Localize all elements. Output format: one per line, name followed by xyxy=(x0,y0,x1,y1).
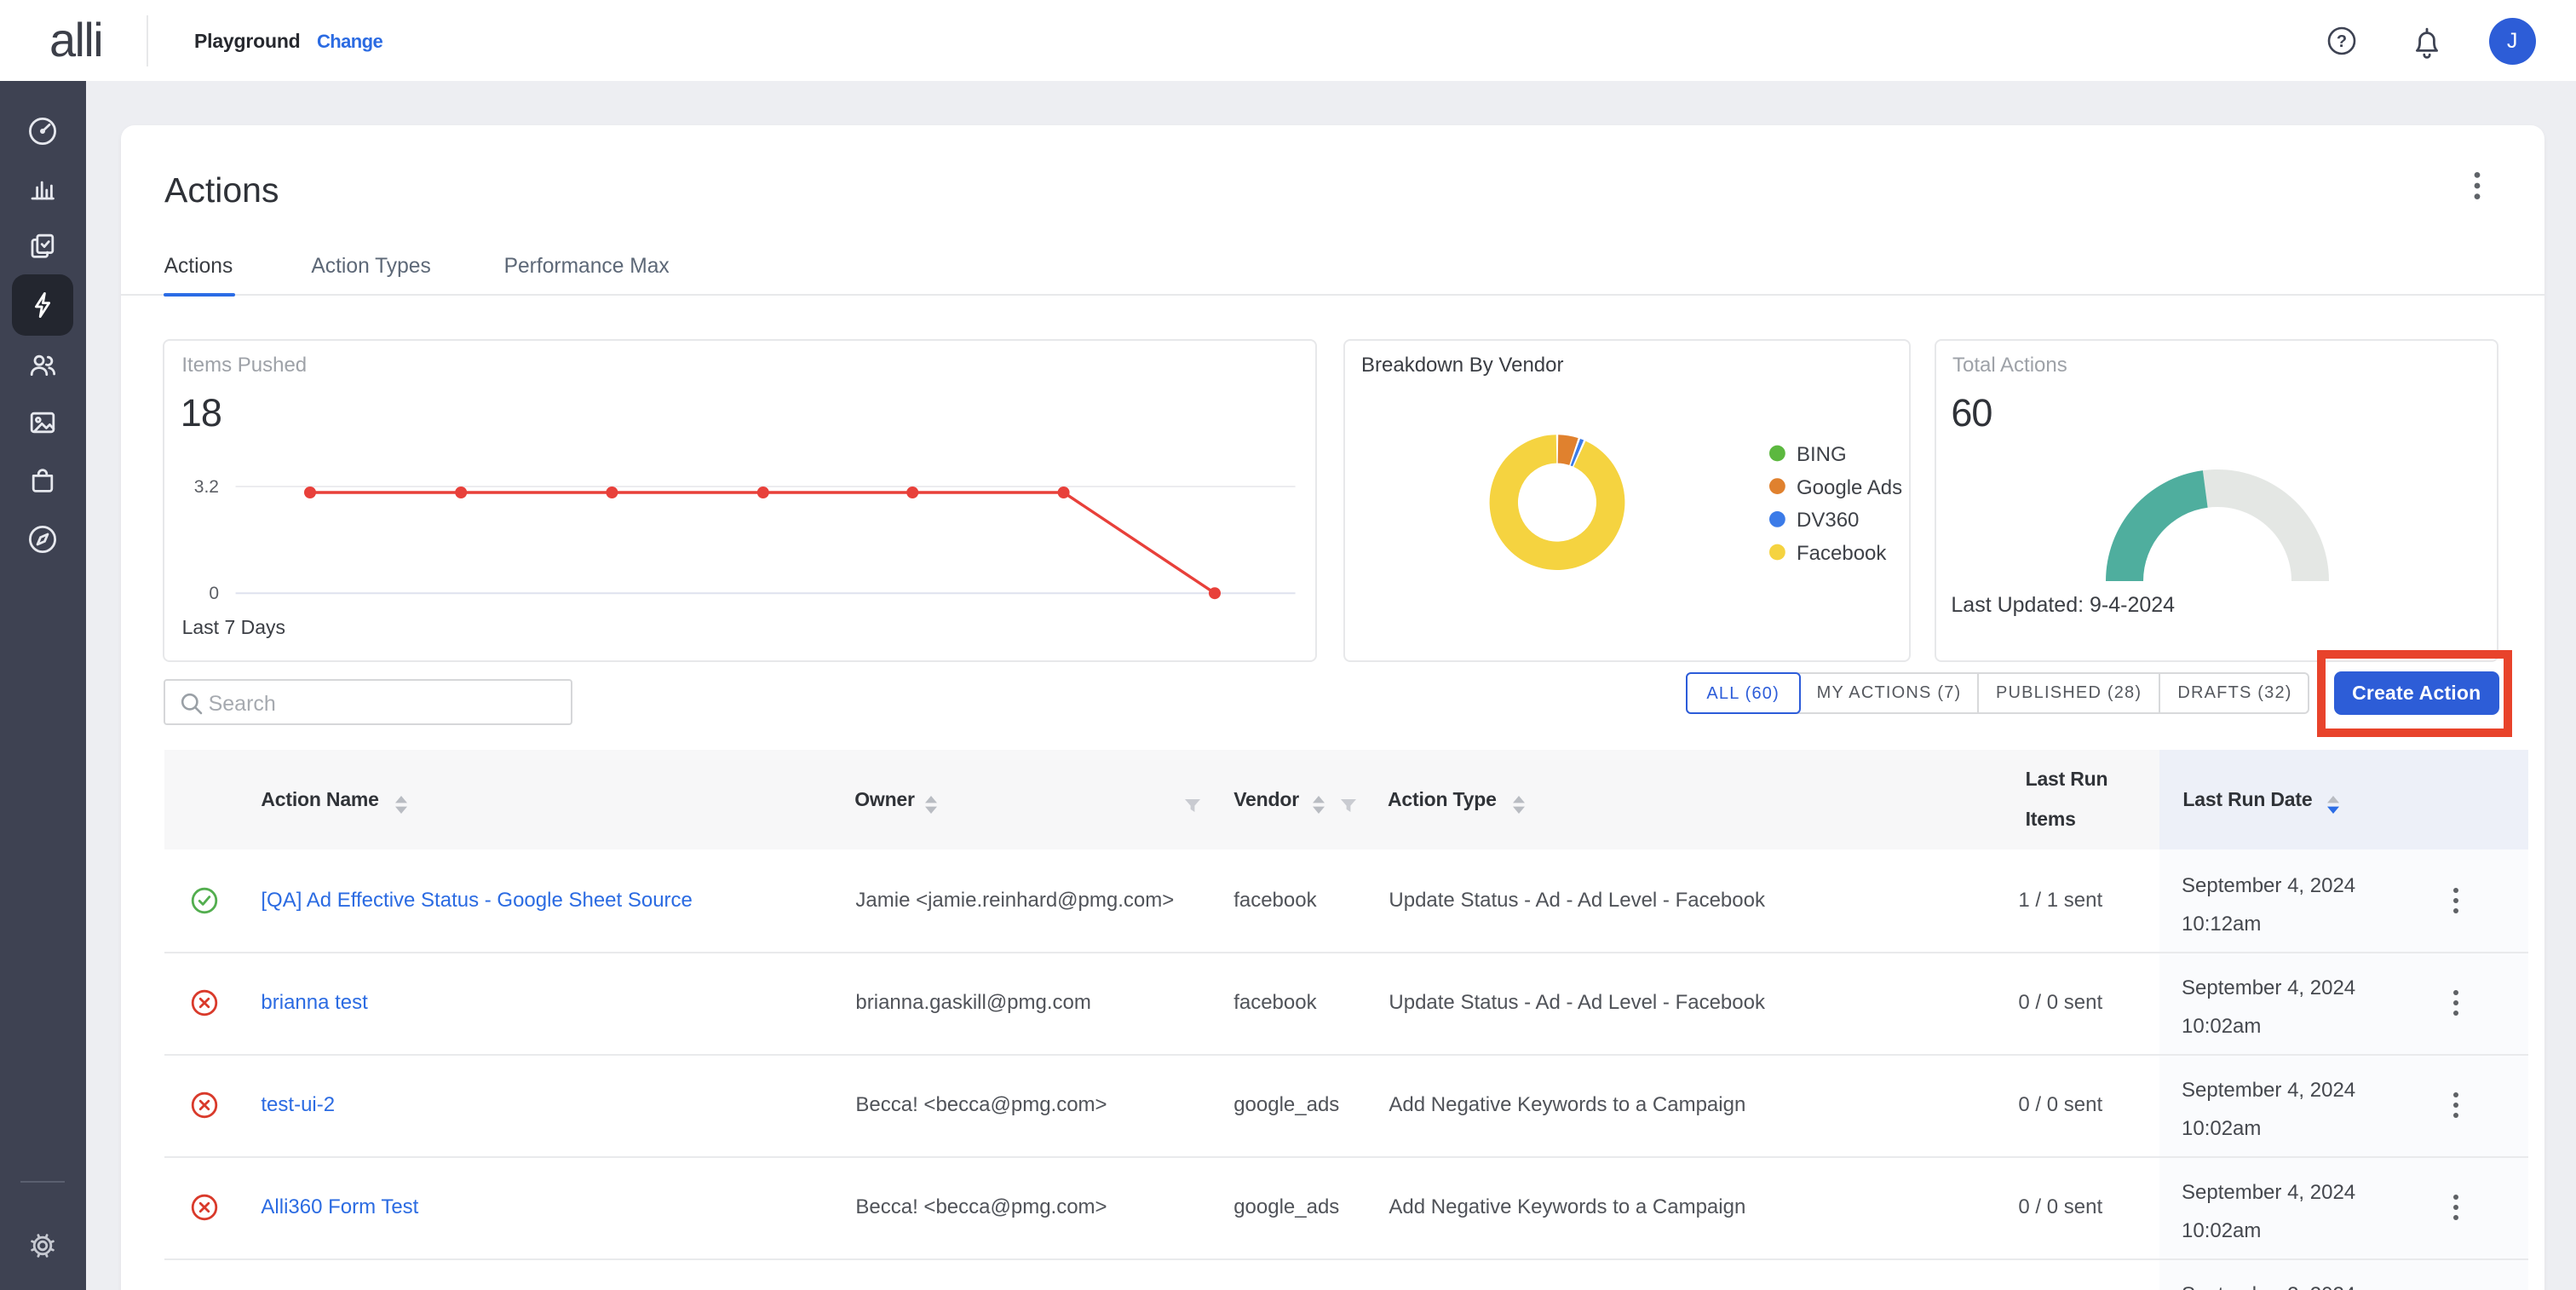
svg-text:?: ? xyxy=(2337,32,2347,51)
svg-text:0: 0 xyxy=(209,584,219,603)
svg-text:3.2: 3.2 xyxy=(194,477,219,497)
